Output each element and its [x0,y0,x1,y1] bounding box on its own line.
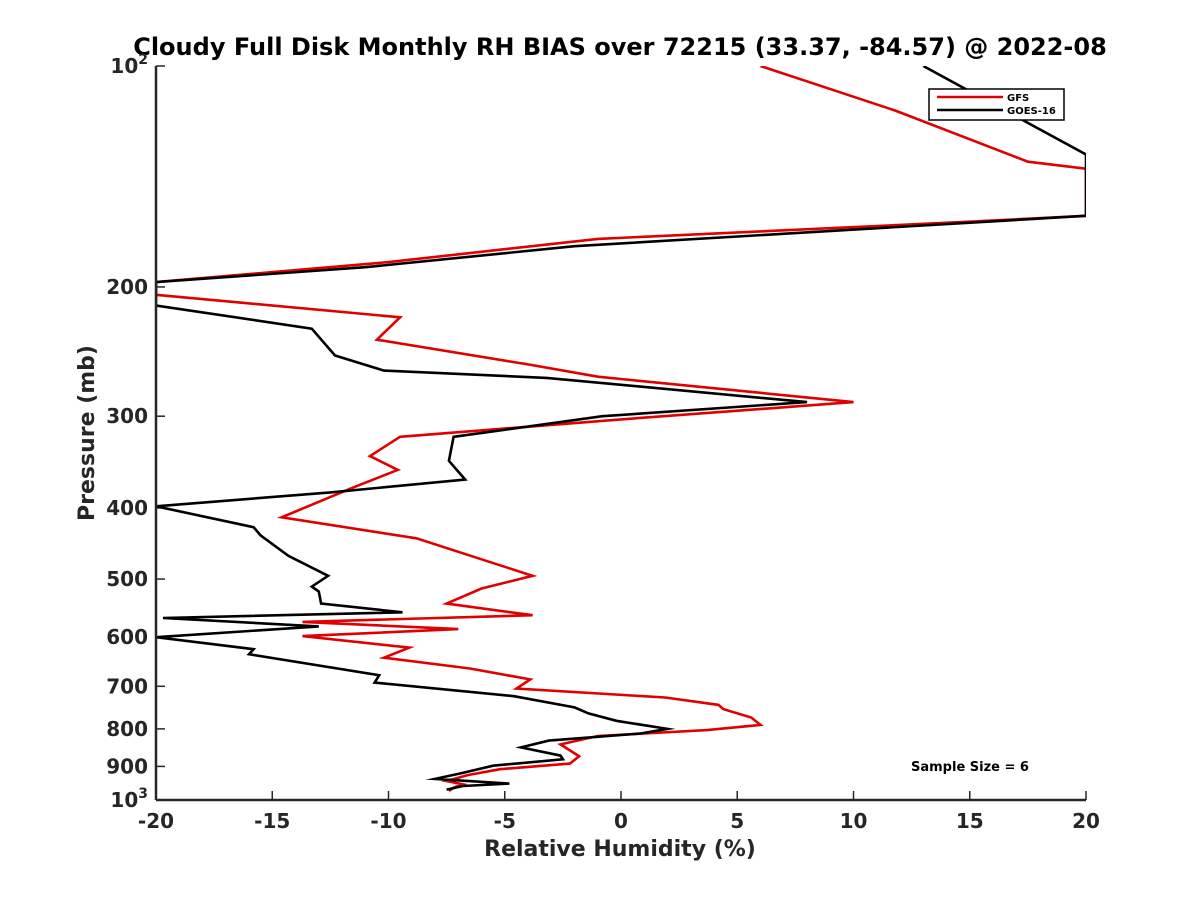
chart-title: Cloudy Full Disk Monthly RH BIAS over 72… [133,33,1107,61]
sample-size-annotation: Sample Size = 6 [911,760,1029,775]
legend-box [928,88,1065,121]
x-tick-label: 0 [614,809,628,833]
x-tick-label: -15 [254,809,290,833]
legend: GFS GOES-16 [928,88,1065,121]
y-axis-label: Pressure (mb) [75,345,100,521]
x-tick-label: 15 [956,809,984,833]
x-axis-label: Relative Humidity (%) [484,837,756,862]
y-tick-label: 900 [106,754,148,778]
y-tick-label: 500 [106,567,148,591]
x-tick-label: -5 [494,809,516,833]
legend-label-goes16: GOES-16 [1007,106,1056,117]
y-tick-label: 300 [106,404,148,428]
y-tick-label: 700 [106,674,148,698]
y-tick-label: 200 [106,275,148,299]
axis-ticks: -20 -15 -10 -5 0 5 10 15 20 102 200 300 400 500 600 700… [106,52,1100,833]
y-tick-label: 103 [110,786,148,812]
series-line-goes16 [156,66,1086,791]
y-tick-label: 600 [106,625,148,649]
series-line-gfs [156,66,1086,792]
legend-label-gfs: GFS [1007,93,1029,104]
x-tick-label: 20 [1072,809,1100,833]
series-layer [156,66,1086,792]
y-tick-label: 102 [110,52,148,78]
x-tick-label: 10 [840,809,868,833]
y-tick-label: 800 [106,717,148,741]
y-tick-label: 400 [106,496,148,520]
x-tick-label: -10 [370,809,406,833]
axes [154,66,1086,802]
x-tick-label: -20 [138,809,174,833]
x-tick-label: 5 [730,809,744,833]
